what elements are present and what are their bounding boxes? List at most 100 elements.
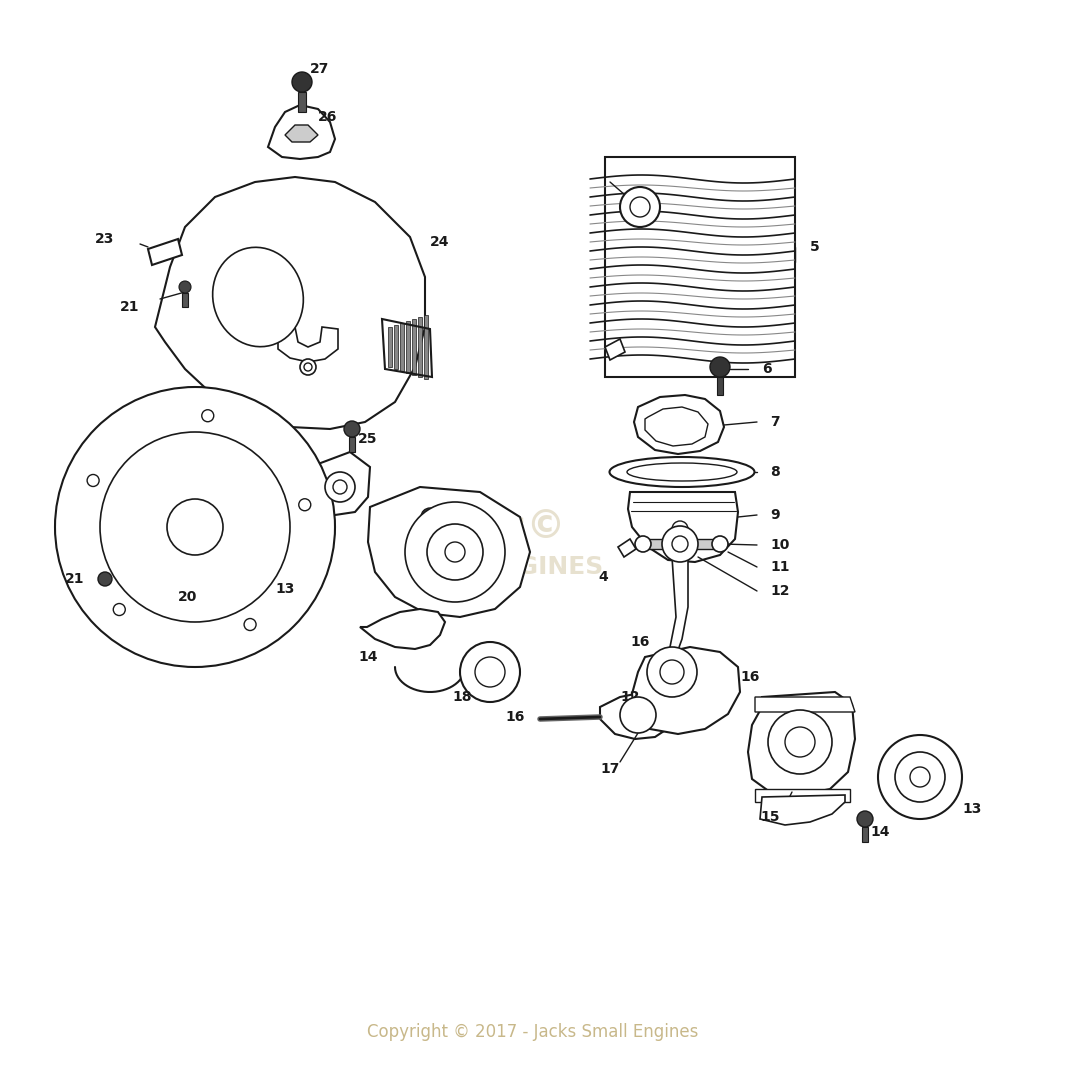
Polygon shape — [182, 293, 188, 307]
Ellipse shape — [212, 248, 304, 347]
Text: 18: 18 — [452, 690, 471, 704]
Circle shape — [445, 542, 465, 562]
Polygon shape — [634, 395, 724, 454]
Circle shape — [167, 499, 223, 555]
Circle shape — [620, 187, 660, 227]
Circle shape — [647, 647, 697, 697]
Circle shape — [672, 536, 688, 552]
Circle shape — [712, 536, 728, 552]
Text: 8: 8 — [770, 465, 779, 479]
Polygon shape — [268, 105, 335, 159]
Polygon shape — [668, 557, 688, 667]
Circle shape — [292, 72, 312, 92]
Circle shape — [421, 508, 439, 526]
Polygon shape — [755, 789, 850, 802]
Polygon shape — [223, 496, 281, 527]
Text: 13: 13 — [275, 582, 294, 596]
Polygon shape — [760, 795, 845, 825]
Polygon shape — [717, 377, 723, 395]
Text: 17: 17 — [600, 762, 619, 776]
Polygon shape — [349, 437, 355, 452]
Circle shape — [620, 697, 656, 733]
Circle shape — [475, 657, 505, 687]
Text: 16: 16 — [630, 635, 649, 649]
Polygon shape — [418, 317, 422, 377]
Circle shape — [895, 752, 944, 802]
Polygon shape — [748, 692, 855, 795]
Polygon shape — [209, 550, 261, 588]
Polygon shape — [618, 539, 636, 557]
Polygon shape — [360, 609, 445, 649]
Polygon shape — [426, 526, 434, 545]
Text: 21: 21 — [65, 572, 84, 586]
Text: 15: 15 — [760, 810, 779, 824]
Polygon shape — [155, 177, 425, 429]
Polygon shape — [285, 125, 318, 142]
Circle shape — [857, 811, 873, 827]
Text: 13: 13 — [962, 802, 982, 816]
Circle shape — [405, 502, 505, 602]
Text: 4: 4 — [598, 570, 608, 584]
Circle shape — [201, 410, 214, 422]
Text: 14: 14 — [870, 825, 889, 839]
Text: Jacks©: Jacks© — [415, 508, 566, 546]
Polygon shape — [632, 647, 740, 734]
Circle shape — [672, 521, 688, 537]
Text: 21: 21 — [120, 300, 140, 314]
Circle shape — [910, 767, 930, 787]
Polygon shape — [175, 551, 203, 615]
Circle shape — [878, 735, 962, 819]
Circle shape — [300, 359, 316, 375]
Polygon shape — [406, 321, 410, 373]
Circle shape — [179, 282, 191, 293]
Text: 12: 12 — [620, 690, 640, 704]
Circle shape — [113, 603, 126, 615]
Circle shape — [87, 475, 99, 487]
Circle shape — [768, 710, 831, 774]
Text: 27: 27 — [310, 62, 329, 76]
Text: 20: 20 — [178, 590, 197, 604]
Polygon shape — [278, 327, 338, 362]
Text: 25: 25 — [358, 432, 377, 446]
Circle shape — [304, 363, 312, 371]
Circle shape — [298, 499, 311, 511]
Polygon shape — [102, 586, 108, 599]
Polygon shape — [862, 827, 868, 842]
Polygon shape — [645, 539, 720, 549]
Polygon shape — [605, 157, 795, 377]
Polygon shape — [368, 487, 530, 617]
Text: SMALL ENGINES: SMALL ENGINES — [377, 555, 603, 579]
Text: 26: 26 — [318, 110, 337, 124]
Text: 5: 5 — [810, 240, 820, 254]
Polygon shape — [411, 318, 416, 375]
Text: Copyright © 2017 - Jacks Small Engines: Copyright © 2017 - Jacks Small Engines — [368, 1023, 698, 1041]
Text: 9: 9 — [770, 508, 779, 522]
Text: 24: 24 — [430, 235, 450, 249]
Ellipse shape — [610, 457, 755, 487]
Text: 16: 16 — [740, 670, 759, 684]
Polygon shape — [129, 466, 181, 508]
Polygon shape — [605, 339, 625, 360]
Text: 23: 23 — [95, 232, 114, 246]
Circle shape — [244, 619, 256, 630]
Polygon shape — [755, 697, 855, 712]
Polygon shape — [645, 407, 708, 446]
Polygon shape — [298, 92, 306, 112]
Circle shape — [635, 536, 651, 552]
Text: 19: 19 — [438, 507, 457, 521]
Circle shape — [427, 524, 483, 580]
Circle shape — [325, 472, 355, 502]
Polygon shape — [394, 325, 398, 368]
Polygon shape — [424, 315, 429, 379]
Circle shape — [785, 727, 815, 757]
Polygon shape — [600, 692, 675, 739]
Text: 10: 10 — [770, 538, 790, 552]
Polygon shape — [190, 439, 215, 503]
Circle shape — [344, 421, 360, 437]
Polygon shape — [109, 527, 167, 562]
Text: 11: 11 — [770, 560, 790, 574]
Polygon shape — [308, 452, 370, 515]
Circle shape — [333, 480, 348, 493]
Circle shape — [660, 660, 684, 684]
Text: 12: 12 — [770, 584, 790, 598]
